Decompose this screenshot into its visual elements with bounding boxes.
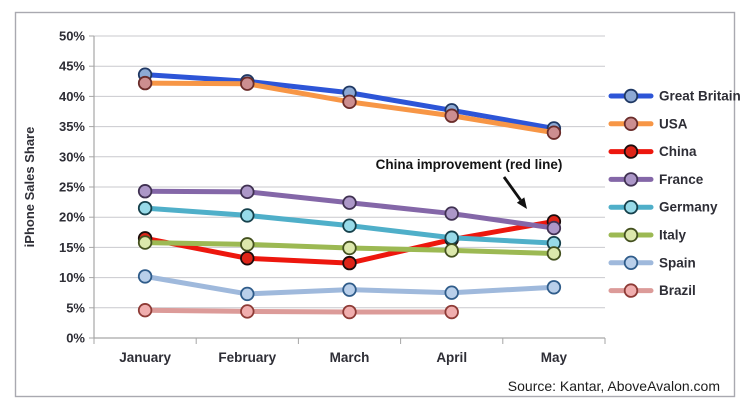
annotation-arrow [502,176,522,201]
series-line-brazil [142,307,455,315]
series-marker-usa [546,125,562,140]
legend-marker-swatch [623,88,639,104]
legend-label: Great Britain [659,89,741,104]
y-tick-label: 15% [59,240,85,255]
x-axis-label: January [119,350,171,365]
legend-marker-swatch [623,116,639,132]
y-tick-label: 35% [59,119,85,134]
series-marker-spain [240,286,255,302]
legend-label: Italy [659,228,687,243]
series-marker-brazil [240,304,255,319]
series-marker-usa [342,94,357,110]
legend-item-usa: USA [608,116,688,132]
legend-label: Spain [659,255,696,270]
y-tick-label: 10% [59,270,85,285]
series-marker-spain [137,269,153,284]
legend-marker-swatch [623,144,639,159]
x-axis-label: February [218,350,276,365]
legend-marker-swatch [623,227,639,243]
annotation-text: China improvement (red line) [376,157,563,172]
series-marker-china [240,251,255,266]
series-marker-france [444,206,459,221]
y-tick-label: 0% [66,331,85,346]
annotation-arrowhead [516,197,527,209]
series-marker-italy [342,240,357,256]
series-marker-usa [444,108,459,123]
legend-item-france: France [608,172,704,187]
legend-label: USA [659,116,688,131]
series-marker-france [546,220,562,236]
legend-item-great-britain: Great Britain [608,88,741,104]
legend-marker-swatch [623,172,639,187]
legend-item-spain: Spain [608,255,696,271]
series-marker-china [342,255,357,271]
series-marker-brazil [444,304,459,320]
y-tick-label: 45% [59,59,85,74]
series-marker-brazil [342,304,357,320]
x-axis-label: May [541,350,568,365]
x-axis-label: April [436,350,467,365]
series-marker-brazil [137,303,153,318]
series-marker-italy [546,246,562,261]
source-text: Source: Kantar, AboveAvalon.com [508,378,720,394]
series-marker-france [137,184,153,199]
y-tick-label: 20% [59,210,85,225]
legend-label: Germany [659,200,718,215]
y-tick-label: 5% [66,300,85,315]
legend-label: China [659,144,697,159]
series-marker-germany [240,208,255,223]
y-tick-label: 50% [59,29,85,44]
legend-label: Brazil [659,283,696,298]
series-marker-france [240,184,255,200]
y-tick-label: 30% [59,149,85,164]
y-tick-label: 40% [59,89,85,104]
series-marker-italy [137,235,153,250]
series-marker-germany [342,218,357,233]
legend-label: France [659,172,704,187]
series-marker-france [342,195,357,210]
legend-item-italy: Italy [608,227,687,243]
series-marker-usa [240,76,255,91]
series-marker-usa [137,75,153,91]
series-marker-italy [444,243,459,258]
series-marker-spain [546,280,562,295]
legend-item-germany: Germany [608,199,718,215]
series-marker-spain [342,282,357,297]
y-axis-title: iPhone Sales Share [22,127,37,248]
legend-marker-swatch [623,283,639,298]
series-marker-spain [444,285,459,300]
series-marker-germany [137,200,153,216]
series-marker-germany [444,230,459,245]
legend-marker-swatch [623,255,639,271]
x-axis-label: March [330,350,370,365]
y-tick-label: 25% [59,180,85,195]
legend-marker-swatch [623,199,639,215]
legend-item-brazil: Brazil [608,283,696,298]
series-marker-italy [240,237,255,252]
legend-item-china: China [608,144,697,159]
